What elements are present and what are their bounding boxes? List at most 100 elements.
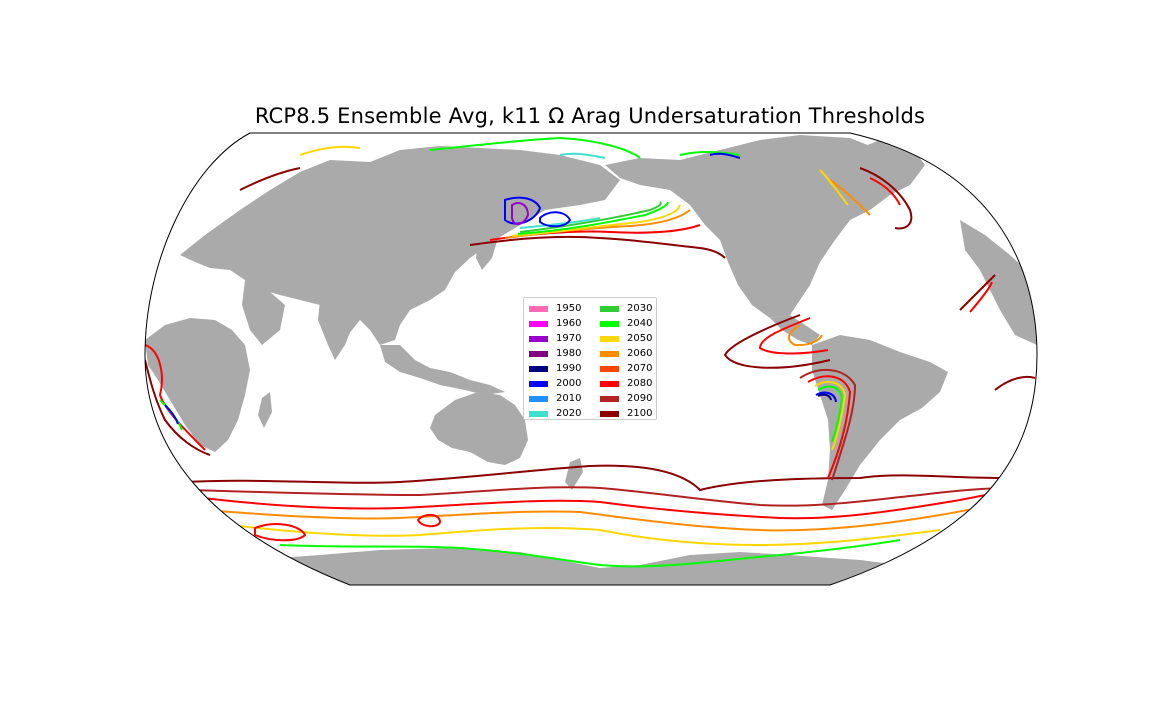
legend-swatch	[529, 410, 548, 417]
contour-2020-arctic	[559, 152, 606, 159]
landmass-eurasia	[180, 146, 620, 345]
legend-item: 2080	[600, 376, 652, 391]
legend-item: 1960	[529, 316, 581, 331]
legend-swatch	[600, 410, 619, 417]
legend-swatch	[529, 320, 548, 327]
contour-2080-east-pacific	[758, 317, 829, 355]
landmass-arabia	[242, 280, 285, 345]
landmass-east-edge	[960, 220, 1037, 345]
contour-2040-north-atlantic	[679, 151, 741, 156]
legend-swatch	[600, 365, 619, 372]
legend-label: 2050	[627, 333, 653, 344]
contour-2020-north-pacific	[519, 217, 601, 229]
legend-column-left: 1950 1960 1970 1980 1990 2000 2010 2020	[529, 301, 581, 421]
legend-label: 1980	[556, 348, 582, 359]
contour-1990-peru	[817, 393, 832, 401]
landmass-north-america	[605, 135, 900, 318]
legend-item: 2060	[600, 346, 652, 361]
map-title: RCP8.5 Ensemble Avg, k11 Ω Arag Undersat…	[254, 104, 926, 128]
contour-2080-southwest	[254, 523, 307, 542]
contour-2040-north-pacific	[517, 201, 669, 235]
legend-swatch	[600, 380, 619, 387]
legend-swatch	[529, 380, 548, 387]
legend-label: 1970	[556, 333, 582, 344]
landmasses	[145, 135, 1037, 585]
legend-swatch	[600, 335, 619, 342]
legend-label: 1990	[556, 363, 582, 374]
contour-2000-kamchatka	[504, 196, 542, 225]
legend-swatch	[600, 320, 619, 327]
legend-item: 1970	[529, 331, 581, 346]
contour-2000-north-atlantic	[709, 152, 741, 159]
legend: 1950 1960 1970 1980 1990 2000 2010 2020 …	[523, 297, 657, 420]
contour-2090-southern	[189, 486, 1011, 507]
legend-item: 2070	[600, 361, 652, 376]
contour-2040-arctic	[429, 136, 641, 159]
legend-label: 2040	[627, 318, 653, 329]
contour-2060-southern	[204, 504, 1001, 532]
contour-2100-southern	[184, 464, 1001, 492]
legend-item: 1950	[529, 301, 581, 316]
legend-swatch	[600, 395, 619, 402]
contour-2100-east-edge	[959, 274, 996, 311]
contour-2040-southern	[279, 539, 901, 568]
legend-item: 2000	[529, 376, 581, 391]
contour-2050-north-atlantic	[819, 169, 849, 206]
contour-2100-east-right	[994, 375, 1036, 391]
contour-2050-north-pacific	[511, 204, 681, 237]
legend-label: 2020	[556, 408, 582, 419]
contour-2100-east-pacific	[723, 314, 831, 369]
contour-2050-peru	[814, 380, 847, 451]
legend-swatch	[529, 395, 548, 402]
legend-item: 2100	[600, 406, 652, 421]
contour-2080-peru	[807, 375, 852, 479]
landmass-antarctica	[250, 548, 900, 585]
contour-2000-north-pacific-loop	[539, 211, 572, 228]
legend-swatch	[529, 305, 548, 312]
legend-label: 2100	[627, 408, 653, 419]
contour-2100-arctic-west	[239, 167, 301, 191]
legend-swatch	[600, 305, 619, 312]
legend-column-right: 2030 2040 2050 2060 2070 2080 2090 2100	[600, 301, 652, 421]
contour-2090-peru	[799, 368, 857, 481]
legend-swatch	[600, 350, 619, 357]
contour-2080-east-edge	[969, 281, 993, 313]
contour-2080-benguela	[145, 344, 206, 451]
contour-2100-north-pacific	[469, 235, 726, 259]
legend-label: 2090	[627, 393, 653, 404]
legend-label: 2080	[627, 378, 653, 389]
contour-2050-arctic	[299, 145, 361, 156]
contour-1970-okhotsk	[511, 202, 530, 226]
legend-item: 1990	[529, 361, 581, 376]
landmass-africa	[145, 318, 250, 452]
contour-2080-ring	[416, 514, 442, 528]
contour-2060-north-atlantic	[829, 179, 871, 216]
contour-2080-southern	[194, 491, 1011, 520]
legend-label: 2000	[556, 378, 582, 389]
legend-item: 2040	[600, 316, 652, 331]
legend-item: 2050	[600, 331, 652, 346]
legend-item: 2030	[600, 301, 652, 316]
landmass-indonesia	[380, 345, 505, 395]
contour-2100-benguela	[145, 359, 211, 456]
contour-2080-north-atlantic	[869, 177, 901, 206]
contour-2100-north-atlantic	[859, 167, 913, 230]
contour-2040-peru	[817, 385, 844, 443]
landmass-madagascar	[258, 392, 272, 428]
contour-2050-southern	[229, 524, 941, 547]
legend-swatch	[529, 365, 548, 372]
landmass-australia	[430, 392, 528, 465]
legend-item: 2010	[529, 391, 581, 406]
legend-item: 1980	[529, 346, 581, 361]
threshold-contours	[145, 136, 1036, 568]
contour-2060-east-pacific	[788, 324, 823, 347]
legend-swatch	[529, 335, 548, 342]
contour-2000-peru	[815, 391, 837, 403]
landmass-south-america	[812, 335, 948, 510]
legend-label: 2070	[627, 363, 653, 374]
legend-label: 1950	[556, 303, 582, 314]
map-outline	[144, 132, 1038, 586]
contour-2000-benguela	[164, 404, 179, 425]
legend-label: 2030	[627, 303, 653, 314]
legend-label: 2060	[627, 348, 653, 359]
